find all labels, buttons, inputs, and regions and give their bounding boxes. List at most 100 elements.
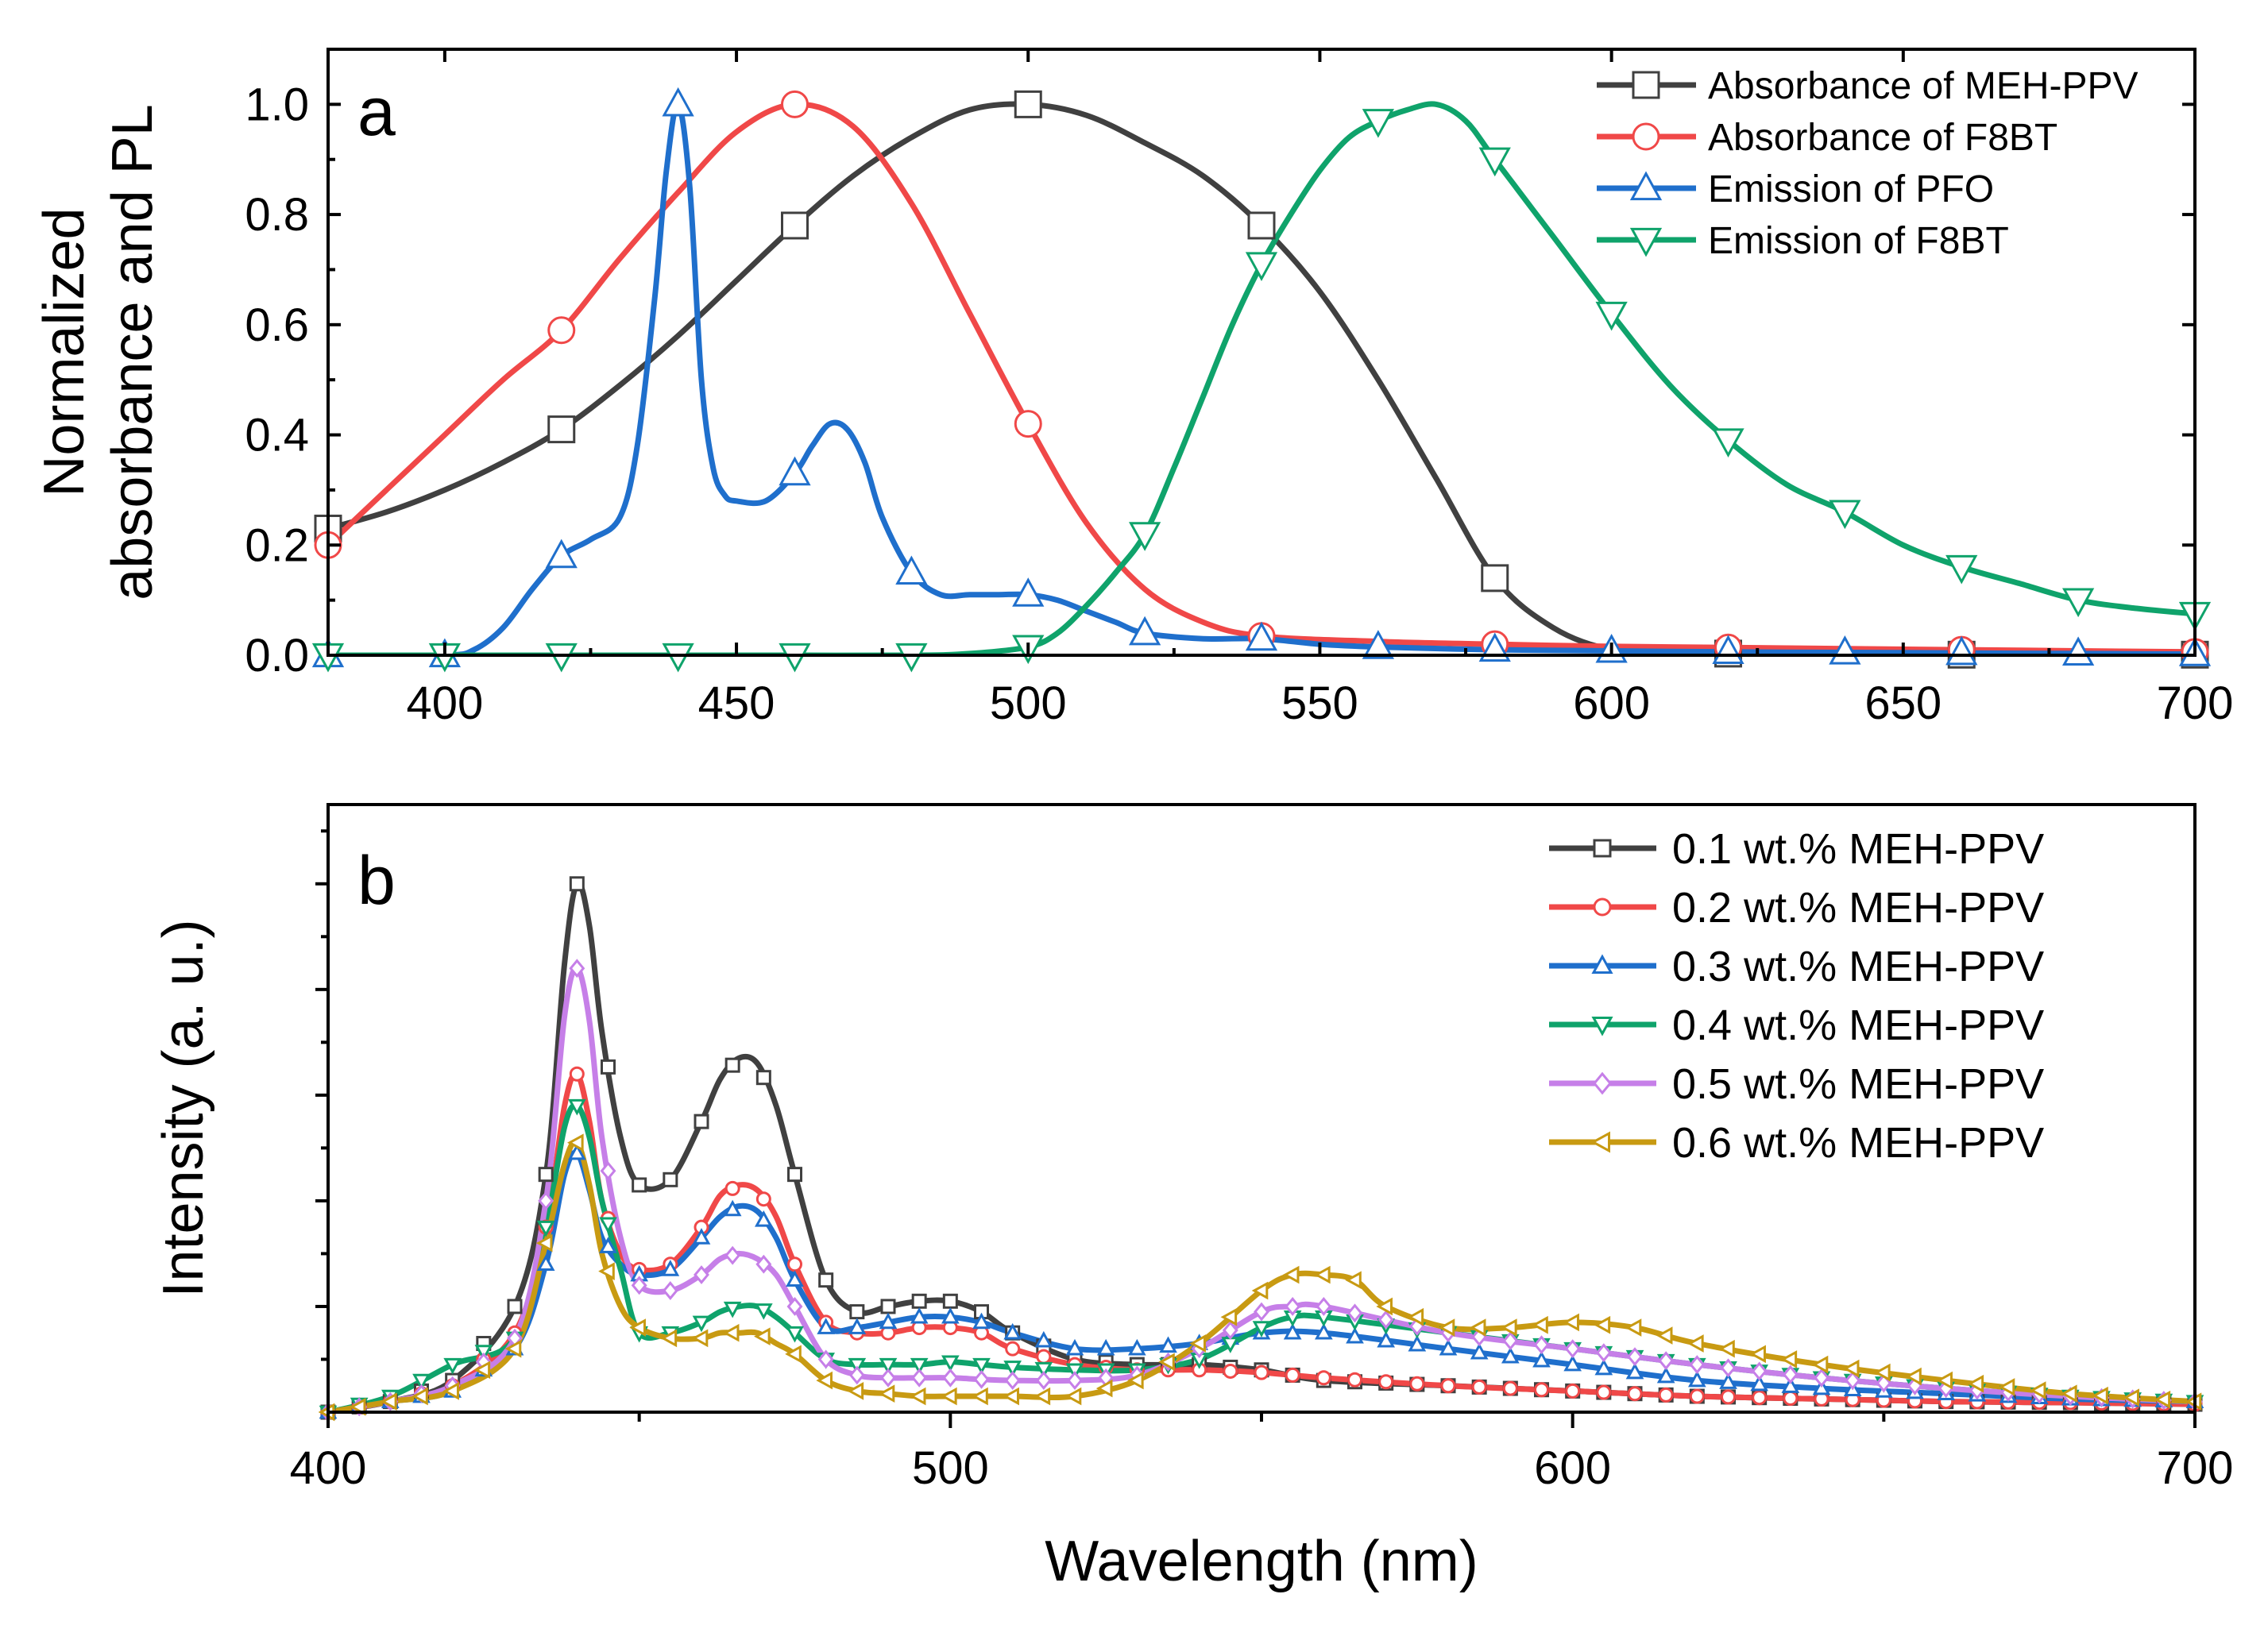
data-point	[1034, 1330, 1053, 1348]
data-point	[1346, 1326, 1364, 1344]
data-point	[941, 1307, 960, 1324]
panel-letter-b: b	[357, 843, 396, 919]
data-point	[1502, 1380, 1518, 1396]
data-point	[781, 211, 809, 240]
data-point	[1095, 1379, 1113, 1398]
data-point	[381, 1392, 397, 1411]
data-point	[1035, 1371, 1052, 1391]
x-tick-label: 550	[1281, 677, 1358, 729]
data-point	[1945, 554, 1978, 585]
data-point	[1014, 410, 1042, 438]
x-tick-label: 700	[2157, 1442, 2234, 1494]
panel-a: 400 450 500 550 600 650 700 0.0 0.2 0.4 0.6 0.8 1.0 N…	[33, 48, 2233, 729]
data-point	[662, 87, 694, 117]
data-point	[567, 1143, 586, 1160]
data-point	[1003, 1322, 1022, 1340]
data-point	[1905, 1367, 1922, 1386]
data-point	[1345, 1271, 1362, 1290]
y-tick-label: 0.2	[245, 519, 309, 571]
data-point	[722, 1323, 740, 1342]
data-point	[1532, 1315, 1548, 1334]
legend-marker	[1593, 839, 1612, 858]
data-point	[1721, 1389, 1736, 1405]
data-point	[1625, 1362, 1644, 1380]
data-point	[547, 316, 576, 345]
data-point	[849, 1304, 865, 1320]
data-point	[1285, 1367, 1300, 1383]
legend-a: Absorbance of MEH-PPV Absorbance of F8BT E…	[1597, 65, 2139, 262]
data-point	[694, 1114, 709, 1129]
data-point	[1658, 1351, 1675, 1371]
data-point	[1689, 1388, 1705, 1404]
data-point	[1362, 109, 1395, 138]
data-point	[1347, 1303, 1363, 1323]
data-point	[723, 1301, 742, 1318]
data-point	[1751, 1361, 1768, 1381]
legend-marker	[1590, 1131, 1610, 1153]
data-point	[911, 1293, 927, 1309]
data-point	[2061, 1384, 2077, 1403]
data-point	[1245, 252, 1278, 282]
data-point	[1096, 1338, 1115, 1356]
data-point	[538, 1167, 554, 1183]
legend-marker	[1591, 1017, 1613, 1036]
data-point	[1783, 1391, 1799, 1407]
data-point	[569, 959, 585, 978]
data-point	[910, 1357, 929, 1375]
data-point	[1998, 1378, 2015, 1396]
data-point	[879, 1357, 898, 1375]
data-point	[598, 1262, 615, 1280]
data-point	[1251, 1281, 1269, 1300]
data-point	[817, 1318, 836, 1334]
data-point	[785, 1345, 802, 1364]
data-point	[662, 1281, 678, 1300]
data-point	[1314, 1322, 1333, 1340]
data-point	[535, 1233, 553, 1253]
data-point	[1595, 1343, 1612, 1363]
data-point	[755, 1070, 771, 1086]
data-point	[1005, 1341, 1021, 1357]
data-point	[1438, 1318, 1455, 1337]
data-point	[1004, 1371, 1021, 1391]
data-point	[1564, 1339, 1581, 1359]
data-point	[1874, 1363, 1891, 1382]
data-point	[1625, 1318, 1642, 1337]
data-point	[755, 1254, 772, 1274]
data-point	[818, 1272, 834, 1288]
data-point	[1377, 1330, 1396, 1348]
data-point	[910, 1307, 929, 1324]
data-point	[1223, 1363, 1238, 1379]
data-point	[1718, 1339, 1735, 1358]
data-point	[1780, 1350, 1798, 1368]
data-point	[754, 1303, 773, 1320]
data-point	[847, 1382, 864, 1400]
x-tick-label: 600	[1534, 1442, 1611, 1494]
data-point	[1502, 1331, 1519, 1351]
data-point	[1012, 577, 1045, 607]
data-point	[895, 555, 928, 585]
legend-marker	[1632, 71, 1660, 99]
data-point	[754, 1210, 773, 1227]
data-point	[1159, 1336, 1177, 1353]
data-point	[1220, 1307, 1238, 1326]
data-point	[1945, 635, 1978, 666]
y-axis-title: Normalizedabsorbance and PL	[33, 104, 164, 600]
data-point	[1627, 1386, 1643, 1402]
x-axis-title: Wavelength (nm)	[1045, 1530, 1478, 1593]
data-point	[2061, 588, 2095, 618]
data-point	[941, 1387, 957, 1406]
y-tick-label: 0.0	[245, 630, 309, 681]
data-point	[941, 1355, 960, 1372]
data-point	[631, 1276, 647, 1295]
y-tick-label: 1.0	[245, 79, 309, 130]
data-point	[1563, 1354, 1582, 1372]
data-point	[442, 1382, 459, 1400]
data-point	[816, 1371, 833, 1390]
data-point	[1842, 1359, 1860, 1378]
data-point	[1687, 1370, 1706, 1388]
data-point	[1720, 1358, 1737, 1378]
data-point	[691, 1329, 709, 1348]
y-tick-label: 0.8	[245, 189, 309, 241]
data-point	[600, 1161, 616, 1181]
data-point	[1376, 1297, 1393, 1316]
